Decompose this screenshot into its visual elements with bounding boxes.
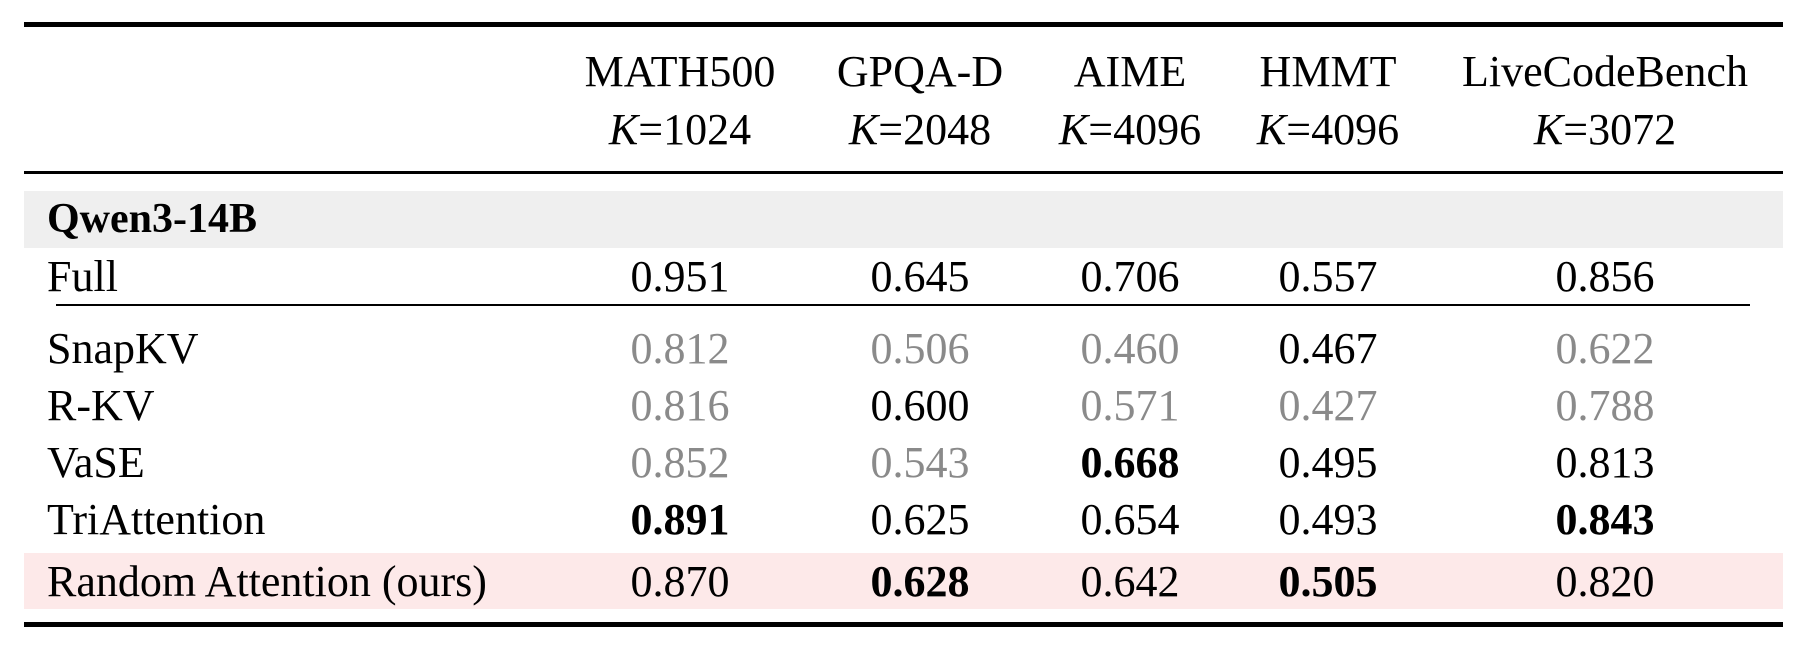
ours-row-highlight [24, 553, 1783, 609]
score-cell: 0.622 [1555, 324, 1655, 373]
score-cell: 0.668 [1080, 438, 1180, 487]
method-name: VaSE [47, 438, 145, 487]
score-cell: 0.856 [1555, 252, 1655, 301]
score-cell: 0.505 [1278, 557, 1378, 606]
score-cell: 0.951 [630, 252, 730, 301]
score-cell: 0.816 [630, 381, 730, 430]
method-name: Random Attention (ours) [47, 557, 487, 606]
column-header-aime: AIME K=4096 [1025, 43, 1235, 159]
score-cell: 0.820 [1555, 557, 1655, 606]
method-name: TriAttention [47, 495, 266, 544]
score-cell: 0.852 [630, 438, 730, 487]
column-name: HMMT [1259, 47, 1397, 96]
method-name: SnapKV [47, 324, 199, 373]
column-name: AIME [1073, 47, 1187, 96]
column-name: LiveCodeBench [1462, 47, 1748, 96]
score-cell: 0.600 [870, 381, 970, 430]
method-name: R-KV [47, 381, 155, 430]
score-cell: 0.493 [1278, 495, 1378, 544]
table-row: R-KV 0.816 0.600 0.571 0.427 0.788 [0, 377, 1806, 434]
score-cell: 0.506 [870, 324, 970, 373]
top-rule [24, 22, 1783, 27]
score-cell: 0.557 [1278, 252, 1378, 301]
score-cell: 0.642 [1080, 557, 1180, 606]
table-row: SnapKV 0.812 0.506 0.460 0.467 0.622 [0, 320, 1806, 377]
score-cell: 0.628 [870, 557, 970, 606]
score-cell: 0.706 [1080, 252, 1180, 301]
score-cell: 0.788 [1555, 381, 1655, 430]
column-k-value: K=3072 [1533, 105, 1677, 154]
score-cell: 0.625 [870, 495, 970, 544]
table-row: Full 0.951 0.645 0.706 0.557 0.856 [0, 248, 1806, 305]
column-name: MATH500 [584, 47, 776, 96]
header-rule [24, 171, 1783, 174]
table-row: VaSE 0.852 0.543 0.668 0.495 0.813 [0, 434, 1806, 491]
score-cell: 0.495 [1278, 438, 1378, 487]
full-row-rule [56, 304, 1750, 306]
score-cell: 0.427 [1278, 381, 1378, 430]
column-k-value: K=4096 [1256, 105, 1400, 154]
column-header-math500: MATH500 K=1024 [575, 43, 785, 159]
score-cell: 0.467 [1278, 324, 1378, 373]
score-cell: 0.645 [870, 252, 970, 301]
score-cell: 0.870 [630, 557, 730, 606]
column-name: GPQA-D [836, 47, 1004, 96]
column-header-hmmt: HMMT K=4096 [1223, 43, 1433, 159]
model-group-label: Qwen3-14B [47, 196, 257, 242]
column-header-gpqa-d: GPQA-D K=2048 [815, 43, 1025, 159]
score-cell: 0.543 [870, 438, 970, 487]
score-cell: 0.813 [1555, 438, 1655, 487]
score-cell: 0.891 [630, 495, 730, 544]
score-cell: 0.843 [1555, 495, 1655, 544]
score-cell: 0.460 [1080, 324, 1180, 373]
column-k-value: K=4096 [1058, 105, 1202, 154]
table-row: Random Attention (ours) 0.870 0.628 0.642 0.… [0, 553, 1806, 610]
bottom-rule [24, 622, 1783, 627]
column-k-value: K=1024 [608, 105, 752, 154]
group-band [24, 191, 1783, 248]
method-name: Full [47, 252, 118, 301]
score-cell: 0.812 [630, 324, 730, 373]
table-row: TriAttention 0.891 0.625 0.654 0.493 0.843 [0, 491, 1806, 548]
column-k-value: K=2048 [848, 105, 992, 154]
score-cell: 0.571 [1080, 381, 1180, 430]
score-cell: 0.654 [1080, 495, 1180, 544]
column-header-livecodebench: LiveCodeBench K=3072 [1430, 43, 1780, 159]
